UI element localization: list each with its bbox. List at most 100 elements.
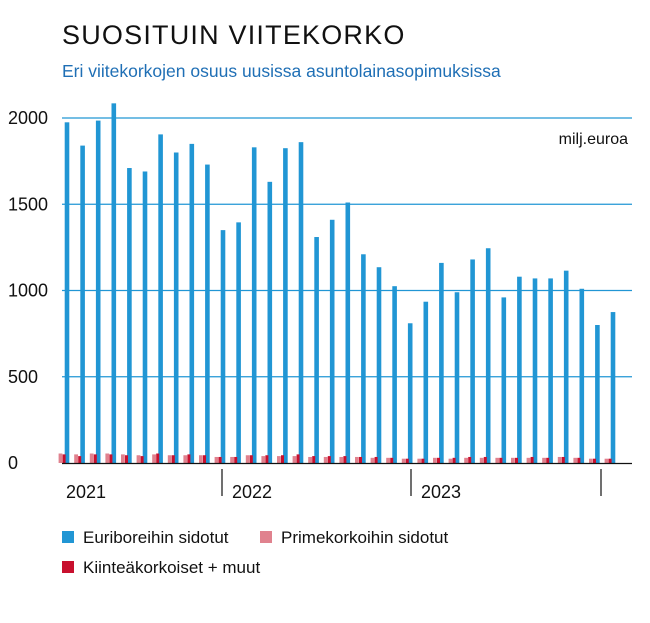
bar-euribor (236, 222, 241, 463)
bar-prime (167, 455, 172, 463)
bar-euribor (563, 270, 569, 463)
bar-euribor (111, 103, 117, 463)
bar-prime (401, 458, 406, 463)
bar-euribor (345, 202, 351, 463)
y-tick-label: 500 (8, 367, 38, 387)
legend-swatch-fixed (62, 560, 74, 573)
bar-prime (464, 457, 468, 463)
bar-euribor (610, 312, 616, 463)
bar-fixed (483, 456, 487, 463)
bar-fixed (608, 458, 612, 463)
bar-prime (105, 453, 110, 463)
bar-euribor (298, 142, 304, 463)
bar-fixed (343, 456, 347, 463)
bar-prime (89, 453, 94, 463)
bar-euribor (439, 262, 444, 463)
bar-euribor (501, 297, 507, 463)
bar-fixed (296, 454, 300, 464)
legend-swatch-prime (260, 530, 272, 543)
bar-prime (386, 457, 390, 463)
bar-fixed (452, 457, 456, 463)
bar-euribor (95, 120, 101, 463)
bar-euribor (220, 230, 226, 463)
bar-fixed (140, 456, 144, 463)
bar-fixed (530, 456, 534, 463)
bar-euribor (251, 147, 257, 463)
bar-prime (557, 456, 562, 463)
bar-prime (199, 455, 203, 463)
bar-prime (573, 457, 578, 463)
bar-prime (58, 453, 63, 463)
bar-fixed (156, 453, 160, 463)
bar-euribor (595, 325, 600, 463)
bar-fixed (281, 455, 284, 463)
bar-prime (479, 457, 484, 463)
bar-euribor (532, 278, 538, 463)
x-year-label: 2023 (421, 482, 461, 502)
bar-fixed (312, 456, 316, 463)
bar-fixed (468, 456, 472, 463)
legend-item-fixed: Kiinteäkorkoiset + muut (62, 558, 260, 578)
bar-euribor (470, 259, 475, 463)
legend-label-euribor: Euriboreihin sidotut (83, 528, 229, 547)
bar-fixed (390, 457, 394, 463)
bar-prime (604, 458, 609, 463)
legend-item-euribor: Euriboreihin sidotut (62, 528, 229, 548)
bar-prime (308, 456, 312, 463)
bar-fixed (327, 456, 331, 463)
bar-prime (121, 454, 125, 464)
unit-label: milj.euroa (559, 131, 628, 148)
bar-prime (183, 455, 188, 463)
bar-prime (589, 458, 593, 463)
bar-prime (495, 457, 500, 463)
bar-euribor (454, 292, 460, 463)
chart-title: SUOSITUIN VIITEKORKO (62, 20, 406, 50)
bar-fixed (374, 456, 378, 463)
bar-fixed (203, 455, 206, 463)
bar-prime (370, 457, 375, 463)
bar-euribor (423, 301, 429, 463)
bar-fixed (515, 457, 518, 463)
bar-fixed (561, 456, 565, 463)
bar-euribor (80, 145, 85, 463)
y-tick-label: 2000 (8, 108, 48, 128)
chart-subtitle: Eri viitekorkojen osuus uusissa asuntola… (62, 61, 501, 81)
axes: 0 500 1000 1500 2000 2021 2022 2023 (8, 108, 632, 502)
bar-prime (277, 456, 281, 463)
bar-euribor (392, 286, 397, 463)
bar-euribor (142, 171, 148, 464)
bar-fixed (218, 456, 222, 463)
bar-euribor (267, 181, 273, 463)
bar-prime (152, 454, 156, 464)
bar-euribor (64, 122, 70, 463)
bar-fixed (546, 457, 550, 463)
bar-euribor (361, 254, 366, 463)
bar-prime (511, 457, 515, 463)
bar-fixed (234, 456, 238, 463)
bar-fixed (359, 456, 362, 463)
bars (58, 103, 616, 464)
bar-euribor (548, 278, 553, 463)
bar-euribor (173, 152, 179, 463)
bar-prime (136, 455, 141, 463)
bar-prime (214, 456, 219, 463)
legend-label-fixed: Kiinteäkorkoiset + muut (83, 558, 261, 577)
bar-euribor (314, 237, 319, 463)
bar-euribor (376, 267, 382, 463)
bar-euribor (127, 168, 132, 463)
bar-euribor (579, 288, 585, 463)
legend-item-prime: Primekorkoihin sidotut (260, 528, 448, 548)
bar-fixed (593, 458, 596, 463)
bar-euribor (158, 134, 163, 463)
y-tick-label: 0 (8, 453, 18, 473)
bar-prime (448, 458, 453, 463)
bar-prime (245, 455, 250, 463)
bar-fixed (577, 457, 581, 463)
bar-fixed (78, 456, 82, 463)
bar-prime (74, 454, 78, 464)
bar-euribor (517, 276, 522, 463)
bar-prime (339, 456, 344, 463)
bar-prime (542, 457, 546, 463)
bar-prime (230, 456, 234, 463)
